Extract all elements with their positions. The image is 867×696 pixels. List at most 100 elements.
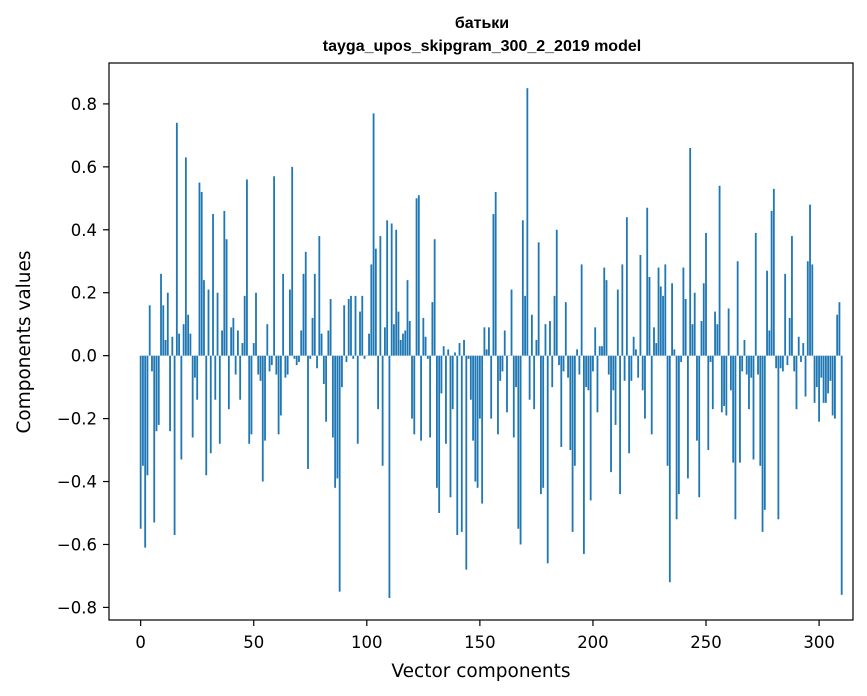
bar <box>700 321 703 356</box>
bar <box>472 355 474 441</box>
bar <box>377 355 380 410</box>
bar <box>415 198 418 356</box>
bar <box>562 355 565 372</box>
bar <box>347 299 350 356</box>
bar <box>209 355 212 454</box>
x-tick-label: 300 <box>803 633 835 652</box>
bar <box>169 355 171 432</box>
bar <box>784 273 787 356</box>
bar <box>840 355 843 595</box>
bar <box>709 355 712 362</box>
bar <box>465 355 468 570</box>
bar <box>383 327 386 356</box>
bar <box>336 355 339 479</box>
bar <box>542 355 545 488</box>
bar <box>521 220 524 356</box>
x-axis-ticks: 0 50 100 150 200 250 300 <box>135 620 835 652</box>
bar <box>359 311 361 356</box>
bar <box>433 239 436 356</box>
bar <box>422 317 425 356</box>
bar <box>424 336 427 356</box>
bar <box>824 355 827 403</box>
bar <box>413 355 416 435</box>
bar <box>227 355 230 410</box>
bar <box>675 355 678 520</box>
bar <box>155 355 158 432</box>
bar <box>560 355 563 447</box>
bar <box>580 264 583 356</box>
bar <box>298 355 300 362</box>
bar <box>469 355 472 400</box>
bar <box>279 355 282 416</box>
bar <box>404 330 407 356</box>
bar <box>139 355 142 529</box>
bar <box>549 321 551 356</box>
bar <box>307 355 309 469</box>
bar <box>684 299 687 356</box>
bar <box>381 355 384 466</box>
bar <box>146 355 149 476</box>
bar <box>368 333 370 356</box>
bar <box>467 355 470 359</box>
bar <box>702 283 705 356</box>
bar <box>320 333 323 356</box>
bar <box>255 292 257 356</box>
y-tick-label: −0.6 <box>57 535 97 554</box>
bar <box>273 176 275 356</box>
bar <box>187 314 190 356</box>
bar <box>216 292 219 356</box>
bar <box>625 217 628 356</box>
bar <box>659 286 662 356</box>
bar <box>361 295 364 356</box>
bar <box>243 295 246 356</box>
bar <box>173 355 176 536</box>
bar <box>797 336 800 356</box>
bar <box>558 355 560 366</box>
bar <box>431 302 434 356</box>
x-tick-label: 250 <box>690 633 722 652</box>
bar <box>230 327 233 356</box>
bar <box>804 355 807 397</box>
bar <box>594 327 597 356</box>
bar <box>834 355 836 419</box>
bar <box>648 276 651 356</box>
bar <box>739 355 741 463</box>
bar <box>607 355 610 375</box>
bar <box>144 355 147 548</box>
bar <box>237 330 239 356</box>
bar <box>445 355 447 444</box>
x-tick-label: 50 <box>243 633 264 652</box>
bar <box>610 355 612 473</box>
bar <box>200 192 203 356</box>
x-tick-label: 0 <box>135 633 146 652</box>
bar <box>752 355 755 460</box>
bar <box>212 214 214 356</box>
bar <box>458 343 461 356</box>
bar <box>576 349 579 356</box>
bar <box>653 327 655 356</box>
bar <box>707 355 710 451</box>
bar <box>309 355 312 359</box>
bar <box>754 232 757 356</box>
bar <box>329 299 332 356</box>
bar <box>289 289 291 356</box>
bar <box>612 355 615 391</box>
bar <box>720 355 723 413</box>
bar <box>641 355 644 391</box>
bar <box>372 113 375 356</box>
bar <box>291 166 294 356</box>
bar <box>573 355 576 466</box>
bar <box>813 355 816 403</box>
bar <box>318 236 321 356</box>
bar <box>436 355 438 488</box>
plot-frame <box>108 62 854 621</box>
bar <box>829 355 832 381</box>
bar <box>225 239 228 356</box>
bar <box>184 157 187 356</box>
bar <box>148 305 151 356</box>
bar <box>650 355 653 435</box>
bar <box>203 280 205 356</box>
bar <box>711 355 714 410</box>
bar <box>327 330 330 356</box>
bar <box>250 355 253 435</box>
